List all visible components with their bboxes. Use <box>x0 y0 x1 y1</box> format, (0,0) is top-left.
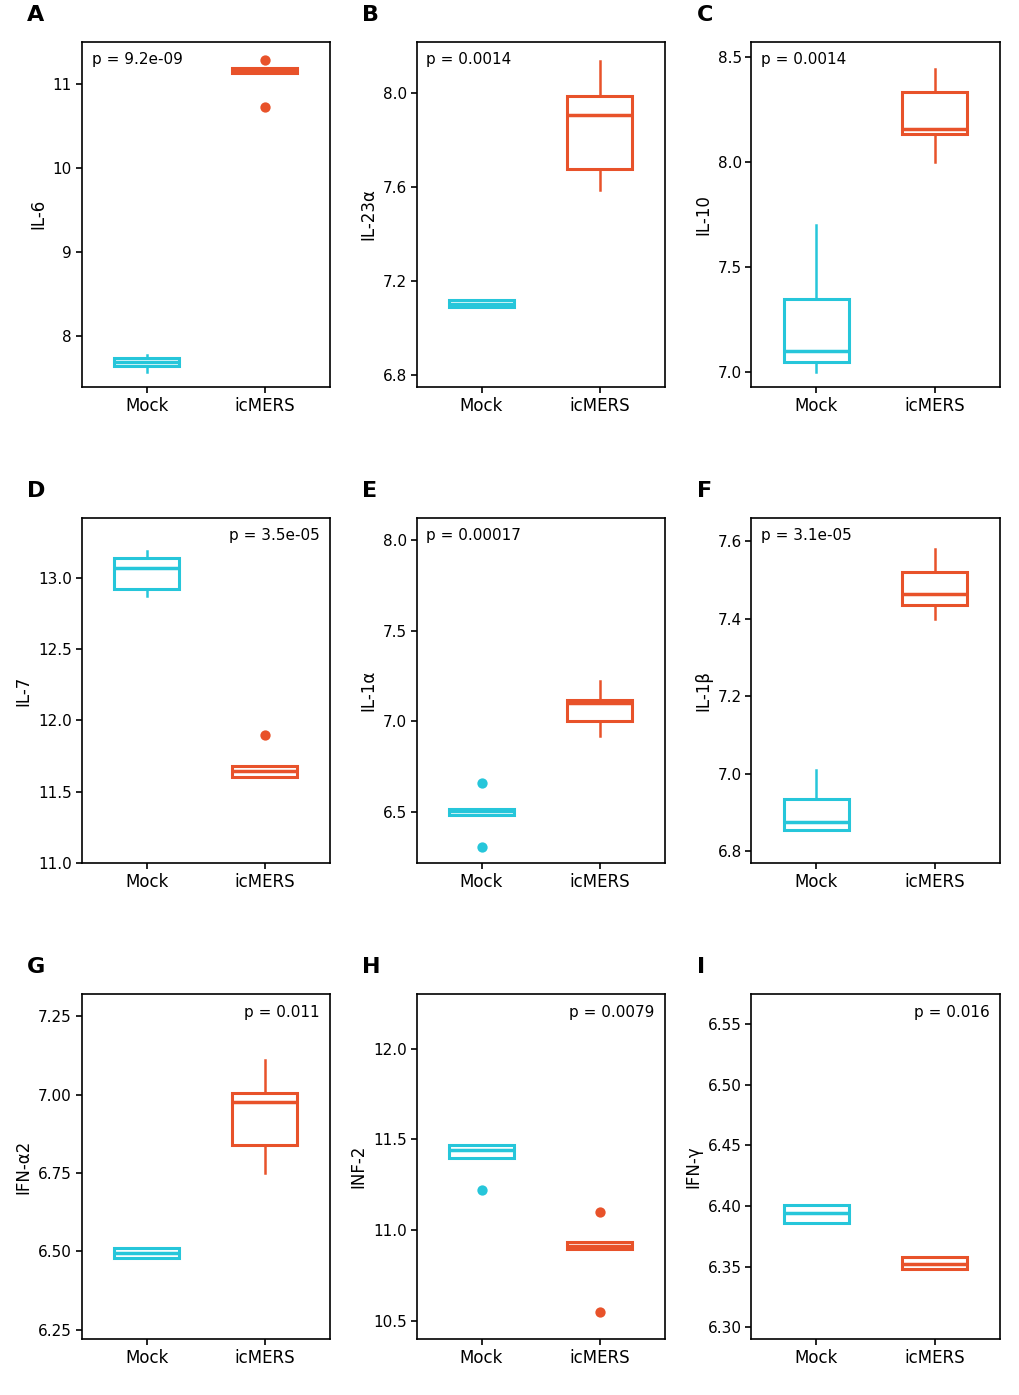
Y-axis label: IL-10: IL-10 <box>693 194 711 234</box>
Point <box>257 96 273 119</box>
Text: B: B <box>362 4 379 25</box>
Bar <box>448 809 514 815</box>
Text: I: I <box>696 957 704 976</box>
Text: G: G <box>26 957 45 976</box>
Bar <box>901 572 966 605</box>
Point <box>591 1201 607 1223</box>
Bar <box>232 68 297 73</box>
Point <box>257 724 273 746</box>
Text: p = 3.1e-05: p = 3.1e-05 <box>760 529 851 544</box>
Y-axis label: IFN-γ: IFN-γ <box>684 1145 701 1189</box>
Text: p = 0.011: p = 0.011 <box>244 1004 320 1020</box>
Text: D: D <box>26 481 46 501</box>
Bar <box>448 1145 514 1158</box>
Y-axis label: IL-7: IL-7 <box>14 675 33 706</box>
Text: p = 3.5e-05: p = 3.5e-05 <box>229 529 320 544</box>
Text: p = 0.0079: p = 0.0079 <box>569 1004 654 1020</box>
Text: p = 0.016: p = 0.016 <box>913 1004 988 1020</box>
Bar <box>448 300 514 307</box>
Text: p = 9.2e-09: p = 9.2e-09 <box>92 52 182 67</box>
Y-axis label: IL-1α: IL-1α <box>359 670 377 711</box>
Bar <box>567 700 632 721</box>
Text: A: A <box>26 4 44 25</box>
Text: F: F <box>696 481 711 501</box>
Point <box>473 836 489 858</box>
Text: p = 0.00017: p = 0.00017 <box>426 529 521 544</box>
Y-axis label: IL-6: IL-6 <box>30 199 47 230</box>
Bar <box>114 1249 179 1258</box>
Point <box>473 1179 489 1201</box>
Y-axis label: IFN-α2: IFN-α2 <box>14 1140 33 1194</box>
Y-axis label: IL-1β: IL-1β <box>693 670 711 711</box>
Bar <box>784 299 848 361</box>
Bar <box>232 1092 297 1145</box>
Bar <box>114 558 179 589</box>
Text: C: C <box>696 4 712 25</box>
Y-axis label: INF-2: INF-2 <box>350 1145 367 1189</box>
Bar <box>567 1242 632 1250</box>
Text: H: H <box>362 957 380 976</box>
Bar <box>232 766 297 777</box>
Bar <box>901 1257 966 1269</box>
Point <box>257 49 273 71</box>
Bar <box>567 96 632 169</box>
Text: p = 0.0014: p = 0.0014 <box>760 52 846 67</box>
Y-axis label: IL-23α: IL-23α <box>359 188 377 240</box>
Bar <box>901 92 966 134</box>
Point <box>591 1300 607 1322</box>
Text: p = 0.0014: p = 0.0014 <box>426 52 512 67</box>
Text: E: E <box>362 481 377 501</box>
Bar <box>784 799 848 830</box>
Bar <box>114 359 179 365</box>
Bar <box>784 1205 848 1223</box>
Point <box>473 771 489 794</box>
